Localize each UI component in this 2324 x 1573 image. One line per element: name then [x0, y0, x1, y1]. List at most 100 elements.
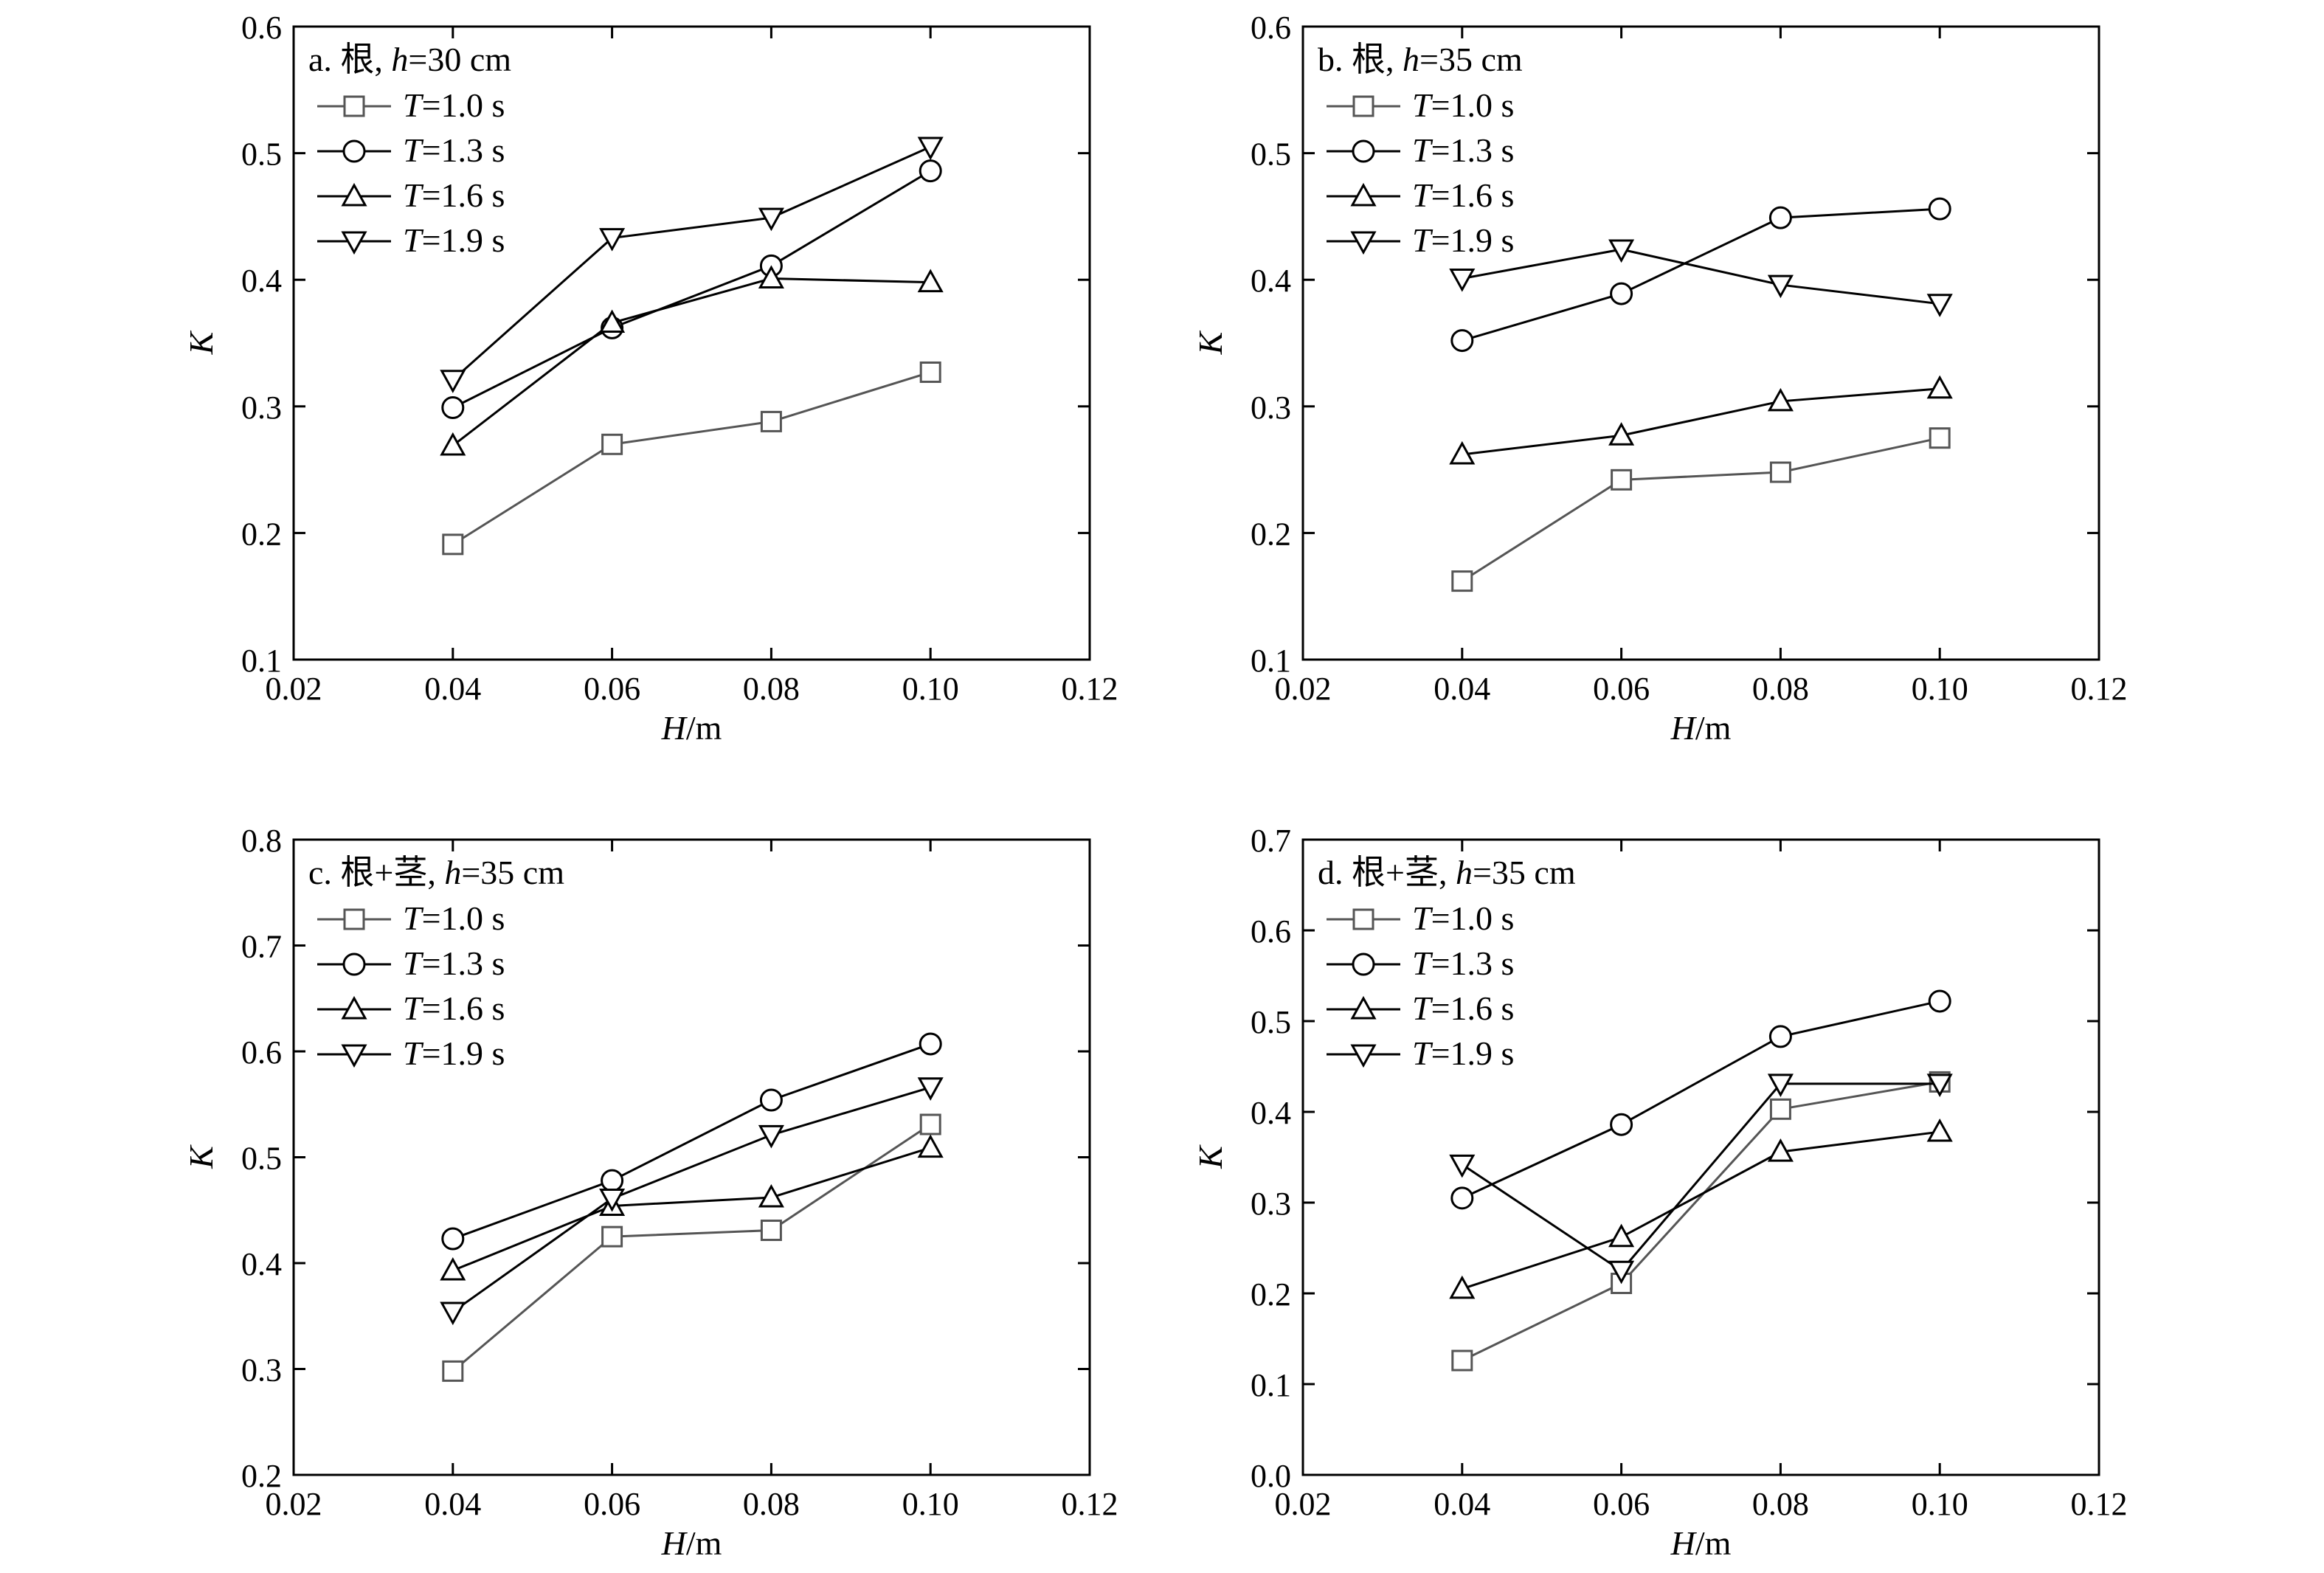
panel-c: 0.02 0.04 0.06 0.08 0.10 0.12 0.2 0.3 0.4 0.5 0.6 0… — [182, 823, 1118, 1562]
panel-title-label: d. 根+茎, — [1318, 854, 1456, 891]
legend-label-value: =1.6 s — [1431, 176, 1515, 214]
legend-marker-triangle-down — [341, 1044, 367, 1068]
y-tick-label: 0.5 — [1251, 1004, 1291, 1040]
y-tick-label: 0.6 — [1251, 913, 1291, 950]
legend-entry: T=1.3 s — [1327, 131, 1514, 169]
data-point — [1610, 1113, 1633, 1136]
data-point — [758, 1183, 784, 1208]
data-point — [1611, 469, 1633, 491]
data-point — [919, 1113, 941, 1135]
series-line — [452, 1043, 931, 1240]
data-point — [758, 1124, 784, 1149]
x-tick-label: 0.06 — [584, 1486, 640, 1522]
legend-marker-circle — [1352, 139, 1375, 163]
data-point — [1449, 440, 1476, 465]
series-0 — [1451, 1071, 1951, 1372]
series-2 — [440, 265, 944, 456]
x-tick-label: 0.04 — [1434, 1486, 1490, 1522]
data-point — [1767, 1074, 1794, 1097]
legend-label: T=1.6 s — [1412, 176, 1514, 214]
data-point — [599, 309, 626, 333]
y-tick-label: 0.2 — [1251, 516, 1291, 552]
data-point — [1767, 387, 1794, 412]
data-point — [1608, 1223, 1635, 1248]
legend-marker-square — [1352, 95, 1374, 117]
legend-marker-triangle-up — [341, 995, 367, 1020]
series-2 — [1449, 1118, 1953, 1299]
data-point — [917, 1134, 944, 1158]
x-tick-label: 0.12 — [2071, 1486, 2128, 1522]
legend-label: T=1.3 s — [1412, 131, 1514, 169]
legend-label-value: =1.0 s — [1431, 899, 1515, 937]
legend-label-var: T — [403, 944, 424, 982]
legend-entry: T=1.0 s — [317, 86, 505, 124]
data-point — [919, 159, 942, 183]
x-tick-label: 0.12 — [1062, 1486, 1118, 1522]
x-axis-title-var: H — [1670, 709, 1698, 747]
series-line — [452, 1123, 932, 1372]
x-tick-label: 0.02 — [1275, 1486, 1332, 1522]
legend-label: T=1.3 s — [403, 131, 505, 169]
legend-label-var: T — [403, 86, 424, 124]
x-axis-title-unit: /m — [686, 709, 722, 747]
data-point — [758, 207, 784, 232]
y-tick-label: 0.6 — [241, 10, 282, 46]
x-tick-label: 0.12 — [1062, 671, 1118, 707]
data-point — [1610, 282, 1633, 305]
legend-label: T=1.9 s — [403, 221, 505, 259]
data-point — [1929, 427, 1951, 449]
x-tick-label: 0.10 — [1912, 671, 1968, 707]
legend-label-value: =1.3 s — [422, 944, 505, 982]
panel-title-label: a. 根, — [308, 41, 391, 78]
data-point — [1449, 1154, 1476, 1178]
data-point — [1769, 461, 1791, 483]
x-tick-label: 0.02 — [266, 671, 322, 707]
data-point — [442, 533, 464, 556]
x-tick-label: 0.08 — [1752, 1486, 1809, 1522]
y-tick-label: 0.0 — [1251, 1458, 1291, 1494]
data-point — [760, 410, 782, 432]
legend-label-var: T — [403, 899, 424, 937]
x-axis-title: H/m — [1670, 709, 1732, 747]
series-1 — [441, 159, 942, 420]
data-point — [759, 1088, 783, 1112]
y-tick-label: 0.1 — [1251, 1367, 1291, 1403]
series-1 — [1450, 989, 1951, 1210]
panel-title-value: =35 cm — [1473, 854, 1576, 891]
y-tick-label: 0.4 — [241, 263, 282, 299]
data-point — [1608, 422, 1635, 446]
legend-label-var: T — [403, 176, 424, 214]
legend-label-value: =1.6 s — [422, 989, 505, 1027]
series-line — [1461, 437, 1940, 582]
legend-label-var: T — [1412, 1034, 1434, 1072]
y-tick-label: 0.2 — [241, 1458, 282, 1494]
legend-label-var: T — [403, 221, 424, 259]
data-point — [1769, 1098, 1791, 1120]
y-tick-label: 0.6 — [1251, 10, 1291, 46]
series-line — [452, 170, 931, 409]
legend-entry: T=1.6 s — [317, 989, 505, 1027]
y-tick-label: 0.7 — [1251, 823, 1291, 859]
data-point — [1449, 268, 1476, 292]
data-point — [440, 1301, 466, 1326]
data-point — [917, 1077, 944, 1101]
legend-marker-triangle-down — [1350, 1044, 1377, 1068]
data-point — [1768, 1025, 1792, 1048]
legend-entry: T=1.0 s — [317, 899, 505, 937]
data-point — [919, 361, 941, 383]
y-tick-label: 0.3 — [1251, 390, 1291, 426]
series-line — [1462, 1080, 1940, 1362]
panel-title-label: c. 根+茎, — [308, 854, 444, 891]
x-tick-label: 0.02 — [1275, 671, 1332, 707]
legend-entry: T=1.9 s — [1327, 1034, 1514, 1072]
x-tick-label: 0.06 — [584, 671, 640, 707]
legend-marker-triangle-down — [1350, 231, 1377, 255]
data-point — [441, 1227, 465, 1251]
legend-label: T=1.6 s — [403, 989, 505, 1027]
legend-label-value: =1.0 s — [1431, 86, 1515, 124]
data-point — [599, 228, 626, 252]
y-tick-label: 0.8 — [241, 823, 282, 859]
data-point — [440, 1256, 466, 1281]
x-axis-title-unit: /m — [1695, 709, 1732, 747]
legend-marker-triangle-up — [1350, 995, 1377, 1020]
